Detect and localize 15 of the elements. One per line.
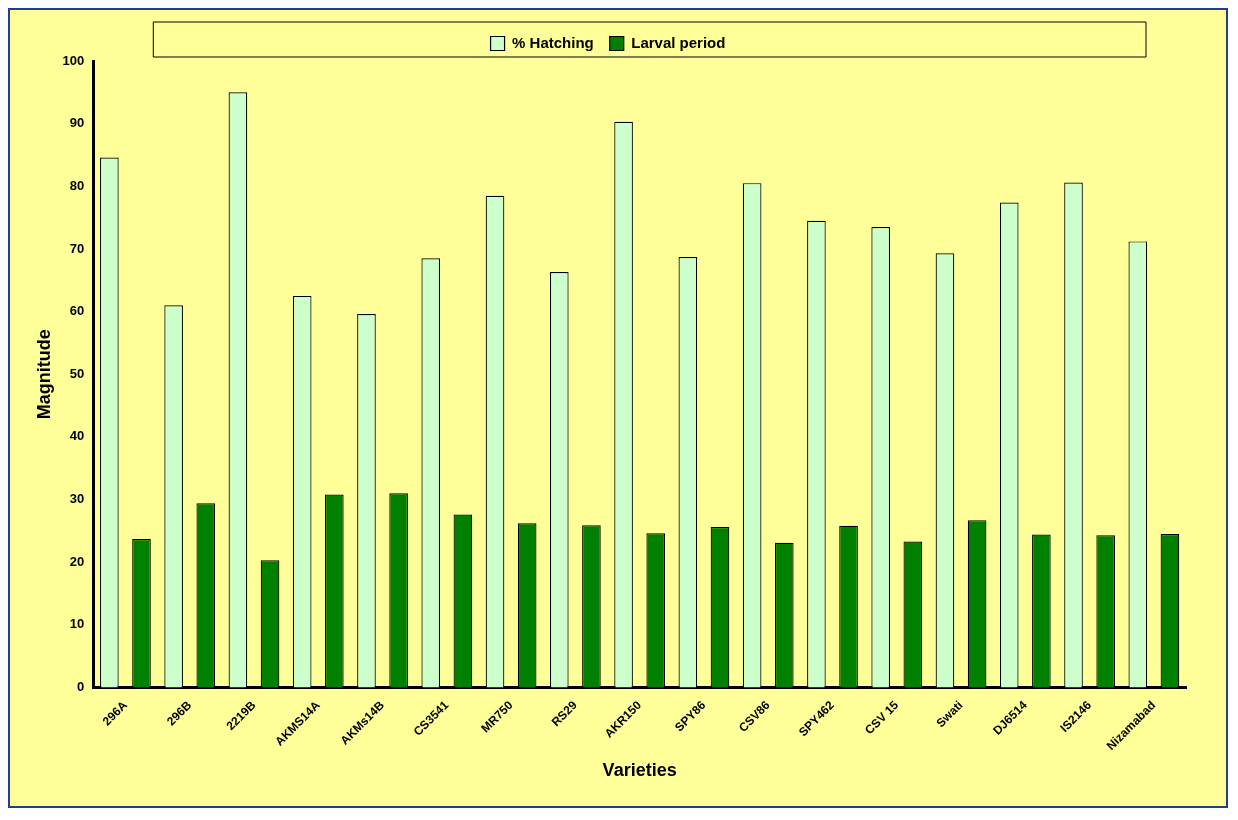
y-tick-label: 40 <box>69 428 85 444</box>
y-tick-label: 0 <box>77 679 85 694</box>
legend-label: Larval period <box>631 33 726 51</box>
y-tick-label: 30 <box>69 491 85 507</box>
x-axis-title: Varieties <box>602 760 677 781</box>
y-tick-label: 80 <box>69 177 85 193</box>
y-tick-label: 60 <box>69 303 85 319</box>
y-tick-label: 90 <box>69 115 85 131</box>
y-tick-label: 50 <box>69 365 85 381</box>
y-tick-label: 70 <box>69 240 85 256</box>
y-tick-label: 10 <box>69 616 85 632</box>
y-axis-title: Magnitude <box>33 329 54 420</box>
legend-label: % Hatching <box>512 33 594 51</box>
y-tick-label: 100 <box>62 52 85 68</box>
y-tick-label: 20 <box>69 553 85 569</box>
